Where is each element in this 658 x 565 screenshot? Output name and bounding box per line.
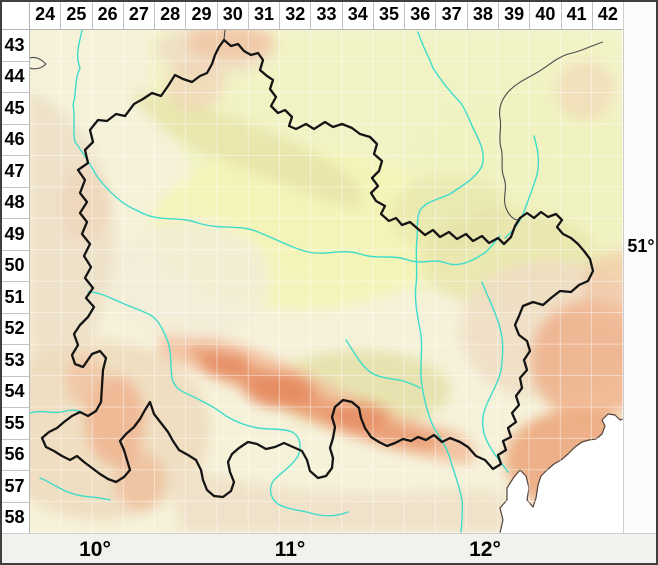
bottom-margin: 10° 11° 12° <box>0 533 658 565</box>
grid-column-label: 39 <box>497 0 529 29</box>
quadrant-grid-lines <box>30 30 623 533</box>
grid-row-label: 53 <box>0 344 29 376</box>
longitude-label: 11° <box>274 538 306 561</box>
grid-row-label: 47 <box>0 155 29 187</box>
river <box>87 291 349 517</box>
grid-row-label: 48 <box>0 186 29 219</box>
grid-column-label: 42 <box>591 0 623 29</box>
river <box>414 31 484 533</box>
grid-column-label: 40 <box>529 0 560 29</box>
grid-column-label: 36 <box>404 0 435 29</box>
grid-column-label: 24 <box>35 4 56 24</box>
grid-row-label: 50 <box>0 249 29 282</box>
river <box>345 339 421 389</box>
grid-row-label: 44 <box>0 60 29 93</box>
grid-column-label: 31 <box>247 0 279 29</box>
grid-column-label: 28 <box>154 0 185 29</box>
grid-column-label: 34 <box>341 0 373 29</box>
neighbor-border-lines <box>30 30 604 221</box>
grid-row-label: 51 <box>0 281 29 313</box>
longitude-label: 12° <box>469 538 501 561</box>
grid-column-label: 30 <box>216 0 248 29</box>
right-margin: 51° <box>623 0 658 533</box>
grid-column-label: 27 <box>122 0 154 29</box>
river <box>72 30 83 143</box>
longitude-label: 10° <box>79 538 111 561</box>
grid-column-label: 29 <box>185 0 216 29</box>
grid-column-label: 38 <box>466 0 498 29</box>
river <box>481 281 509 473</box>
relief-map-canvas[interactable] <box>30 30 623 533</box>
grid-column-label: 26 <box>91 0 123 29</box>
row-header-column: 43 44 45 46 47 48 49 50 51 52 53 54 55 5… <box>0 30 30 533</box>
river <box>141 212 501 266</box>
grid-row-label: 55 <box>0 407 29 439</box>
grid-column-label: 33 <box>310 0 341 29</box>
grid-column-label: 37 <box>435 0 466 29</box>
grid-row-label: 58 <box>0 501 29 534</box>
grid-row-label: 57 <box>0 470 29 502</box>
grid-row-label: 56 <box>0 438 29 471</box>
grid-column-label: 32 <box>279 0 310 29</box>
grid-column-label: 41 <box>560 0 592 29</box>
grid-row-label: 52 <box>0 312 29 345</box>
grid-row-label: 46 <box>0 123 29 156</box>
state-border <box>40 38 595 499</box>
grid-row-label: 45 <box>0 92 29 124</box>
river <box>39 477 111 501</box>
grid-column-label: 35 <box>372 0 404 29</box>
grid-row-label: 54 <box>0 375 29 408</box>
grid-row-label: 49 <box>0 218 29 250</box>
latitude-label: 51° <box>627 236 655 256</box>
grid-row-label: 43 <box>4 34 25 55</box>
rivers-layer <box>30 30 540 533</box>
grid-corner-cell <box>0 0 30 30</box>
grid-column-label: 25 <box>60 0 91 29</box>
column-header-row: 24 25 26 27 28 29 30 31 32 33 34 35 36 3… <box>30 0 623 30</box>
